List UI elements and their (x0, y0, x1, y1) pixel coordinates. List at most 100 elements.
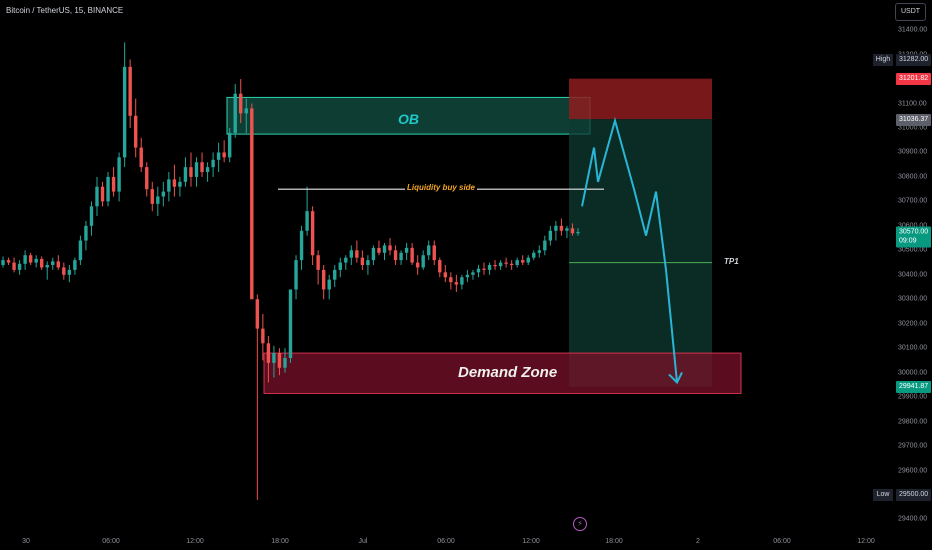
candle (51, 257, 55, 270)
candle-body (294, 260, 298, 290)
candle (189, 152, 193, 187)
candle-body (388, 245, 392, 251)
candle (111, 167, 116, 197)
currency-button[interactable]: USDT (895, 3, 926, 21)
candle (532, 250, 536, 261)
candle (216, 142, 221, 173)
candle-body (487, 265, 492, 270)
candle (399, 250, 403, 266)
lightning-icon[interactable]: ⚡ (573, 517, 587, 531)
candle (338, 257, 342, 278)
candle (543, 235, 547, 256)
candle (244, 98, 248, 133)
candle (200, 152, 204, 177)
candle (178, 176, 182, 197)
candle (156, 186, 160, 217)
candle (73, 257, 77, 275)
candle-body (178, 181, 182, 187)
candle-body (194, 162, 199, 177)
candle (12, 257, 16, 273)
candle (122, 42, 127, 168)
candle-body (233, 93, 237, 133)
candle-body (537, 250, 541, 253)
candle-body (266, 343, 271, 363)
candle (438, 257, 442, 278)
candle (327, 274, 331, 300)
candle (460, 274, 464, 290)
candle (493, 260, 497, 270)
candle-body (261, 328, 265, 344)
target-price-tag: 29941.87 (896, 381, 932, 393)
candle-body (515, 260, 519, 266)
candle (145, 162, 149, 197)
candle-body (161, 191, 166, 197)
candle-body (333, 269, 337, 280)
candle-body (382, 245, 387, 253)
candle (239, 79, 243, 124)
candle-body (34, 258, 38, 263)
candle-body (106, 176, 110, 202)
candle-body (438, 260, 442, 273)
candle (333, 265, 337, 288)
candle-body (28, 255, 33, 263)
candle-body (321, 269, 326, 290)
candle-body (371, 247, 376, 261)
candle (537, 245, 541, 258)
time-tick-label: Jul (358, 538, 368, 545)
candle (344, 255, 348, 270)
candle-body (543, 240, 547, 251)
time-tick-label: 12:00 (857, 538, 875, 545)
candle-body (183, 167, 188, 182)
tp1-label: TP1 (724, 257, 739, 266)
candle-body (89, 206, 94, 226)
high-label: High (873, 54, 893, 66)
price-tick-label: 30000.00 (898, 369, 928, 377)
candle-body (415, 262, 420, 268)
time-tick-label: 2 (696, 538, 700, 545)
candle (382, 242, 387, 261)
candle-body (299, 230, 304, 261)
candle-body (172, 179, 177, 187)
candle-body (471, 272, 475, 275)
candle-body (554, 225, 558, 231)
time-tick-label: 06:00 (437, 538, 455, 545)
candle-body (239, 93, 243, 114)
candle (150, 181, 154, 212)
candle-body (460, 277, 464, 285)
candle-body (482, 268, 486, 270)
candle-body (360, 257, 365, 266)
candle-body (366, 260, 370, 266)
candle (272, 345, 276, 378)
demand-zone (263, 352, 742, 394)
candle-body (288, 289, 293, 358)
candle (565, 225, 569, 239)
candle (67, 265, 72, 283)
projection-arrowhead (668, 372, 683, 385)
candle-body (476, 268, 481, 273)
projection-path (581, 116, 678, 383)
candle-body (255, 299, 260, 329)
candle-body (427, 245, 431, 256)
candle (28, 252, 33, 266)
price-tick-label: 30100.00 (898, 344, 928, 352)
candle (498, 260, 503, 270)
candle (377, 240, 381, 256)
candle (277, 348, 282, 376)
price-tick-label: 30200.00 (898, 320, 928, 328)
candle (427, 240, 431, 261)
candle-body (117, 157, 121, 192)
candle-body (509, 263, 514, 266)
candle (95, 176, 99, 217)
candle (255, 294, 260, 500)
candle (366, 255, 370, 275)
candle-body (227, 132, 232, 158)
candle-body (443, 272, 448, 278)
candle (476, 265, 481, 278)
candle-body (393, 250, 398, 261)
price-tick-label: 29900.00 (898, 393, 928, 401)
candle (515, 257, 519, 268)
candle-body (73, 260, 77, 270)
candle-body (216, 152, 221, 160)
symbol-title[interactable]: Bitcoin / TetherUS, 15, BINANCE (6, 6, 124, 15)
